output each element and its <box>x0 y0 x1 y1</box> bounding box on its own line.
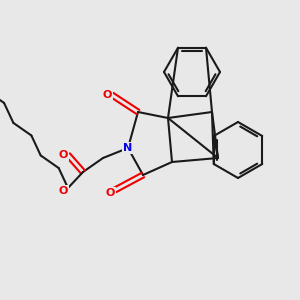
Text: O: O <box>105 188 115 198</box>
Text: N: N <box>123 143 133 153</box>
Text: O: O <box>102 90 112 100</box>
Text: O: O <box>58 150 68 160</box>
Text: O: O <box>58 186 68 196</box>
